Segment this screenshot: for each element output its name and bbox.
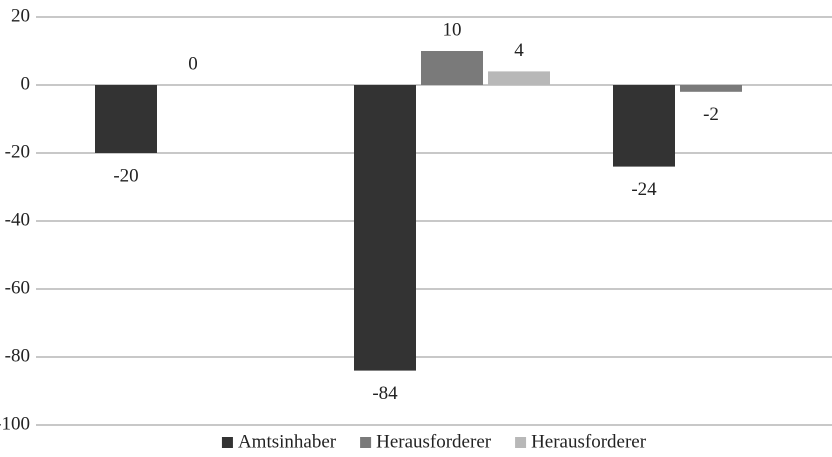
bar (95, 85, 157, 153)
data-label: -24 (631, 179, 657, 200)
legend-item: Herausforderer (515, 431, 647, 452)
data-label: -20 (113, 165, 138, 186)
bar (354, 85, 416, 371)
legend-swatch (360, 437, 372, 448)
y-tick-label: -100 (0, 413, 30, 434)
data-label: 10 (443, 19, 462, 40)
y-tick-label: 0 (21, 73, 31, 94)
bar (680, 85, 742, 92)
bar (488, 71, 550, 85)
y-tick-label: -80 (5, 345, 30, 366)
legend-swatch (221, 437, 233, 448)
data-label: -84 (372, 383, 398, 404)
legend-item: Amtsinhaber (221, 431, 337, 452)
legend-label: Herausforderer (376, 431, 492, 452)
data-label: -2 (703, 104, 719, 125)
bar (421, 51, 483, 85)
legend-label: Herausforderer (531, 431, 647, 452)
y-tick-label: 20 (11, 5, 30, 26)
legend-label: Amtsinhaber (238, 431, 337, 452)
legend-item: Herausforderer (360, 431, 492, 452)
y-tick-label: -20 (5, 141, 30, 162)
data-label: 0 (188, 53, 198, 74)
bar (613, 85, 675, 167)
y-tick-label: -40 (5, 209, 30, 230)
legend-swatch (515, 437, 527, 448)
data-label: 4 (514, 40, 524, 61)
y-tick-label: -60 (5, 277, 30, 298)
